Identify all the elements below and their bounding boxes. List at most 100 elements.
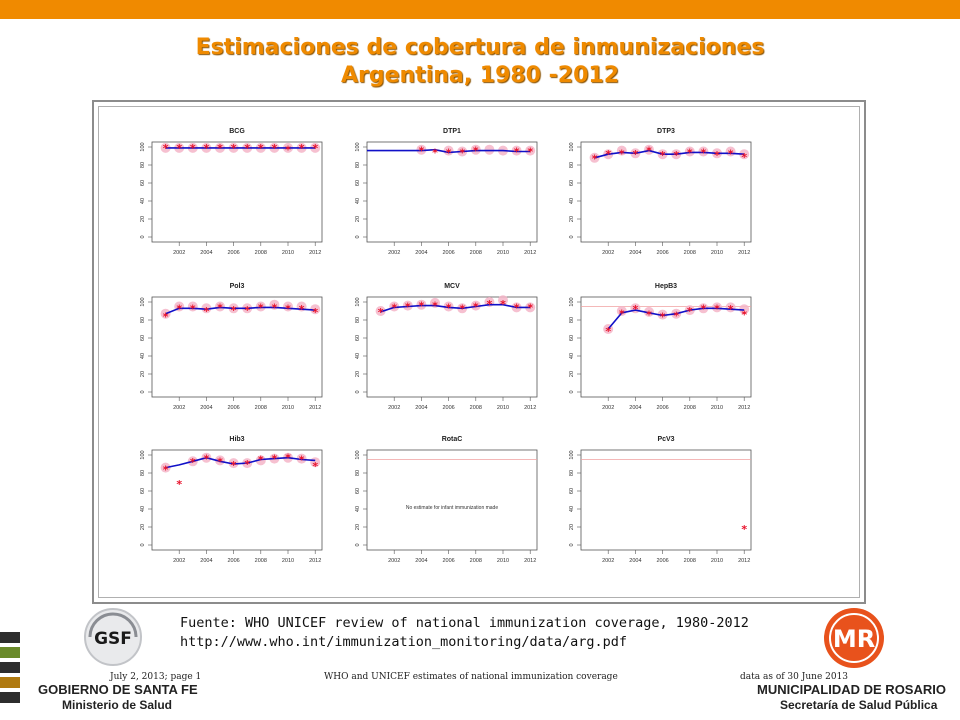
reported-marker: * — [217, 142, 223, 155]
reported-marker: * — [299, 303, 305, 316]
y-tick-label: 40 — [355, 506, 361, 512]
official-marker — [712, 302, 722, 313]
x-tick-label: 2008 — [470, 558, 482, 564]
x-tick-label: 2002 — [602, 558, 614, 564]
reported-marker: * — [405, 301, 411, 314]
x-tick-label: 2004 — [415, 250, 427, 256]
y-tick-label: 80 — [355, 162, 361, 168]
y-tick-label: 40 — [569, 353, 575, 359]
x-tick-label: 2006 — [656, 250, 668, 256]
y-tick-label: 80 — [569, 317, 575, 323]
reported-marker: * — [714, 149, 720, 162]
reported-marker: * — [473, 301, 479, 314]
x-tick-label: 2008 — [255, 405, 267, 411]
reported-marker: * — [176, 302, 182, 315]
reported-marker: * — [646, 145, 652, 158]
official-marker — [201, 303, 212, 314]
chart-title: PcV3 — [657, 436, 674, 443]
y-tick-label: 100 — [140, 142, 146, 151]
y-tick-label: 40 — [355, 353, 361, 359]
x-tick-label: 2004 — [629, 250, 641, 256]
reported-marker: * — [312, 460, 318, 473]
official-marker — [616, 306, 627, 316]
x-tick-label: 2002 — [602, 405, 614, 411]
x-tick-label: 2010 — [711, 558, 723, 564]
reported-marker: * — [592, 153, 598, 166]
svg-text:MR: MR — [833, 625, 875, 653]
chart-title: DTP1 — [443, 128, 461, 135]
reported-marker: * — [204, 305, 210, 318]
y-tick-label: 20 — [569, 216, 575, 222]
x-tick-label: 2012 — [738, 250, 750, 256]
reported-marker: * — [272, 453, 278, 466]
y-tick-label: 60 — [569, 335, 575, 341]
y-tick-label: 60 — [355, 180, 361, 186]
x-tick-label: 2010 — [711, 405, 723, 411]
chart-title: Hib3 — [229, 436, 244, 443]
x-tick-label: 2006 — [442, 250, 454, 256]
x-tick-label: 2012 — [738, 558, 750, 564]
y-tick-label: 100 — [140, 450, 146, 459]
official-marker — [657, 309, 668, 320]
y-tick-label: 20 — [140, 216, 146, 222]
y-tick-label: 20 — [569, 524, 575, 530]
x-tick-label: 2006 — [656, 558, 668, 564]
reported-marker: * — [500, 298, 506, 311]
x-tick-label: 2006 — [442, 405, 454, 411]
x-tick-label: 2006 — [227, 558, 239, 564]
official-marker — [644, 144, 654, 155]
y-tick-label: 80 — [569, 162, 575, 168]
chart-title: DTP3 — [657, 128, 675, 135]
reported-marker: * — [619, 147, 625, 160]
y-tick-label: 20 — [355, 216, 361, 222]
santa-fe-government-label: GOBIERNO DE SANTA FE — [38, 682, 198, 697]
chart-rotac: RotaC 0 20 40 60 80 100 2002 2004 2006 2008 2010 201… — [355, 436, 538, 564]
y-tick-label: 100 — [140, 297, 146, 306]
reported-marker: * — [244, 458, 250, 471]
x-tick-label: 2010 — [497, 405, 509, 411]
plot-frame — [580, 141, 752, 243]
x-tick-label: 2008 — [470, 405, 482, 411]
official-marker — [416, 299, 427, 310]
reported-marker: * — [741, 523, 747, 536]
reported-marker: * — [258, 454, 264, 467]
reported-marker: * — [459, 302, 465, 315]
x-tick-label: 2012 — [524, 405, 536, 411]
official-marker — [443, 301, 454, 312]
reported-marker: * — [190, 142, 196, 155]
x-tick-label: 2006 — [227, 405, 239, 411]
x-tick-label: 2012 — [524, 558, 536, 564]
x-tick-label: 2002 — [173, 558, 185, 564]
rosario-municipality-label: MUNICIPALIDAD DE ROSARIO — [757, 682, 946, 697]
x-tick-label: 2008 — [684, 405, 696, 411]
reported-marker: * — [473, 145, 479, 158]
reported-marker: * — [244, 304, 250, 317]
x-tick-label: 2010 — [282, 558, 294, 564]
y-tick-label: 60 — [355, 488, 361, 494]
reported-marker: * — [312, 306, 318, 319]
y-tick-label: 40 — [140, 506, 146, 512]
y-tick-label: 40 — [140, 198, 146, 204]
x-tick-label: 2002 — [388, 250, 400, 256]
reported-marker: * — [272, 301, 278, 314]
source-url[interactable]: http://www.who.int/immunization_monitori… — [180, 634, 628, 650]
y-tick-label: 20 — [569, 371, 575, 377]
y-tick-label: 0 — [569, 390, 575, 393]
chart-title: MCV — [444, 283, 460, 290]
y-tick-label: 80 — [355, 470, 361, 476]
reported-marker: * — [432, 300, 438, 313]
reported-marker: * — [163, 310, 169, 323]
reported-marker: * — [378, 306, 384, 319]
x-tick-label: 2010 — [711, 250, 723, 256]
plot-frame — [151, 296, 323, 398]
chart-title: RotaC — [442, 436, 463, 443]
title-line-1: Estimaciones de cobertura de inmunizacio… — [195, 35, 765, 60]
reported-marker: * — [285, 144, 291, 157]
source-citation: Fuente: WHO UNICEF review of national im… — [180, 614, 749, 652]
y-tick-label: 60 — [569, 488, 575, 494]
y-tick-label: 80 — [140, 470, 146, 476]
plot-frame — [580, 449, 752, 551]
reported-marker: * — [687, 146, 693, 159]
reported-marker: * — [446, 301, 452, 314]
reported-marker: * — [728, 303, 734, 316]
